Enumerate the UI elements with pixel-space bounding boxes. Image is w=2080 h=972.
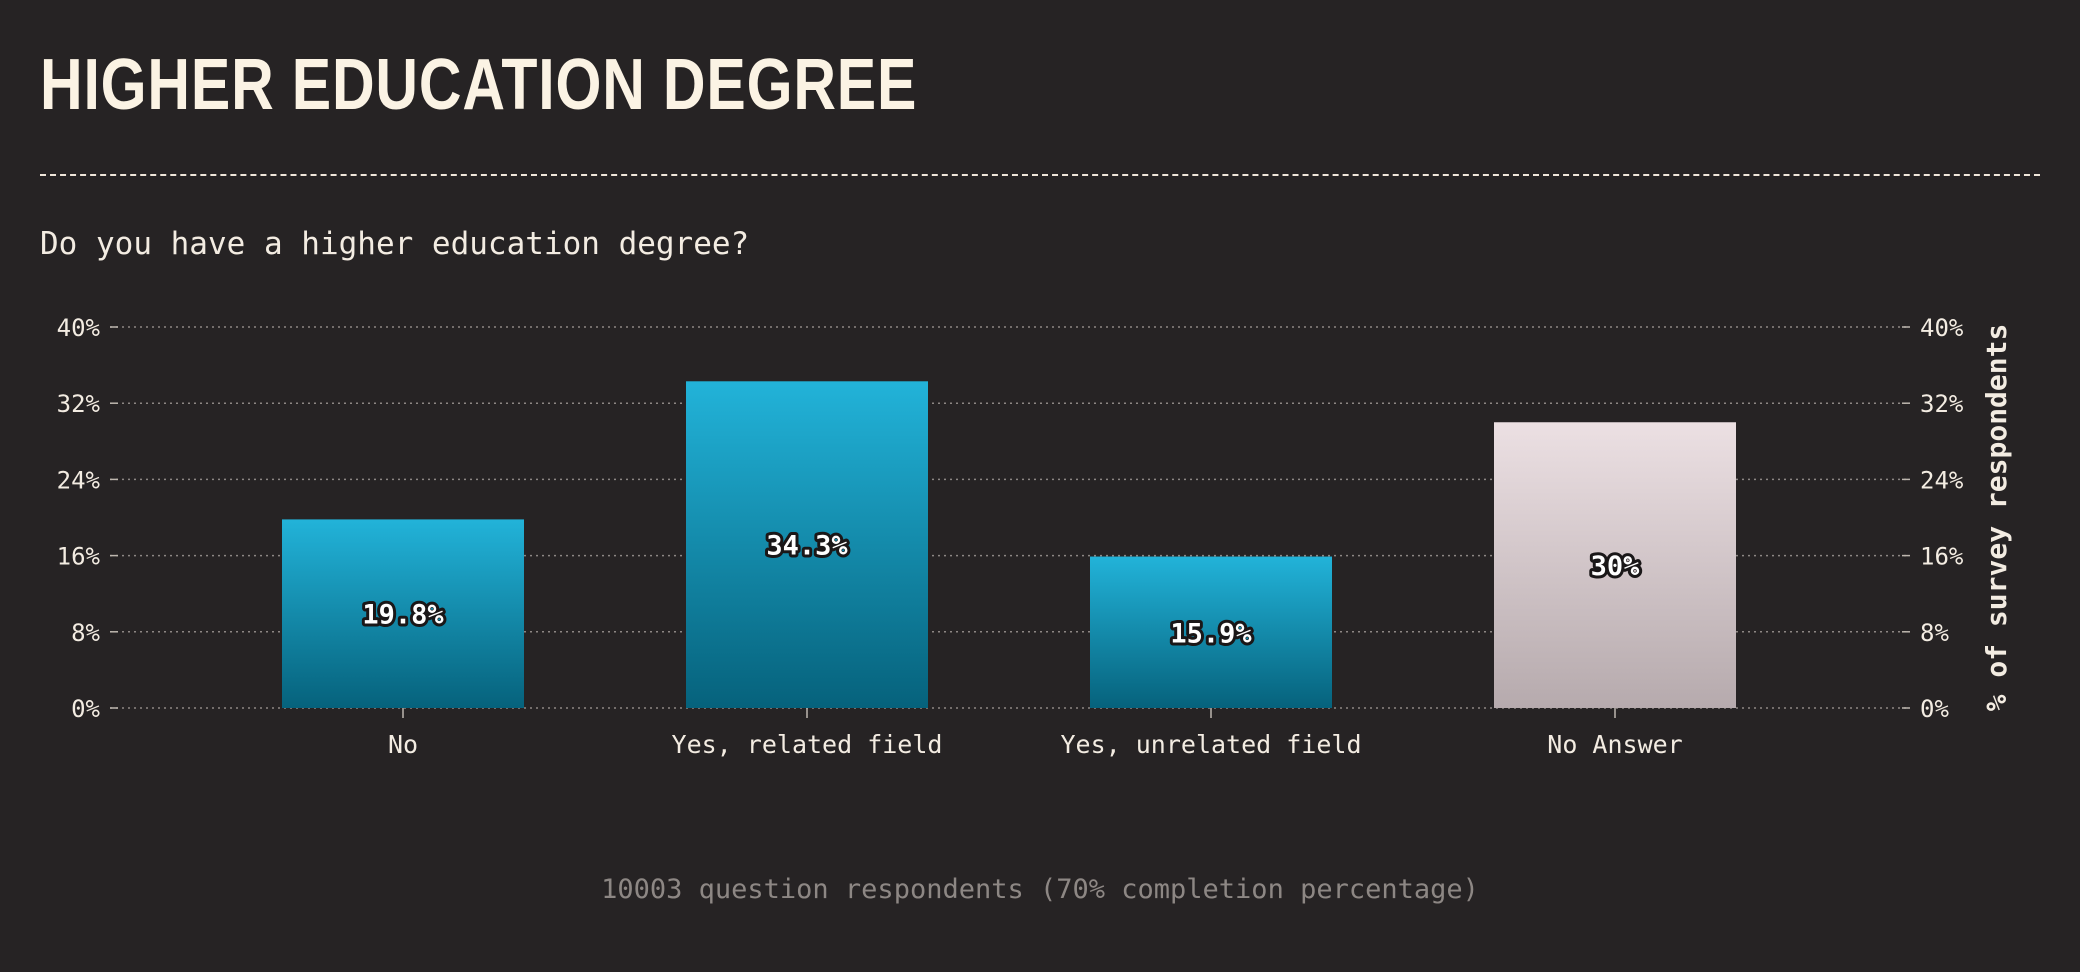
y-tick-label-right: 24% [1920, 466, 1964, 494]
y-tick-label-right: 0% [1920, 695, 1949, 723]
axes: 0% 0% 8% 8% 16% 16% 24% 24% 32% 32% 40% 40% No Yes, r… [57, 314, 2013, 759]
y-tick-label-right: 40% [1920, 314, 1964, 342]
y-axis-title: % of survey respondents [1980, 324, 2013, 712]
y-tick-label-left: 8% [71, 619, 100, 647]
bars: 19.8% 34.3% 15.9% 30% [282, 381, 1736, 708]
bar-value-label: 34.3% [766, 531, 848, 562]
page-title: HIGHER EDUCATION DEGREE [40, 45, 918, 125]
y-tick-label-right: 8% [1920, 619, 1949, 647]
bar-value-label: 15.9% [1170, 618, 1252, 649]
bar-2 [1090, 556, 1332, 708]
bar-value-label: 19.8% [362, 600, 444, 631]
y-tick-label-left: 16% [57, 543, 101, 571]
y-tick-label-right: 32% [1920, 390, 1964, 418]
bar-0 [282, 519, 524, 708]
question-text: Do you have a higher education degree? [40, 226, 750, 262]
y-tick-label-left: 24% [57, 466, 101, 494]
y-tick-label-left: 32% [57, 390, 101, 418]
x-tick-label: No [388, 730, 418, 759]
x-tick-label: No Answer [1547, 730, 1682, 759]
x-tick-label: Yes, related field [672, 730, 943, 759]
y-tick-label-left: 40% [57, 314, 101, 342]
y-tick-label-right: 16% [1920, 543, 1964, 571]
bar-3 [1494, 422, 1736, 708]
y-tick-label-left: 0% [71, 695, 100, 723]
title-divider [40, 174, 2040, 176]
bar-value-label: 30% [1591, 551, 1641, 582]
x-tick-label: Yes, unrelated field [1060, 730, 1361, 759]
respondents-note: 10003 question respondents (70% completi… [601, 874, 1479, 905]
bar-1 [686, 381, 928, 708]
